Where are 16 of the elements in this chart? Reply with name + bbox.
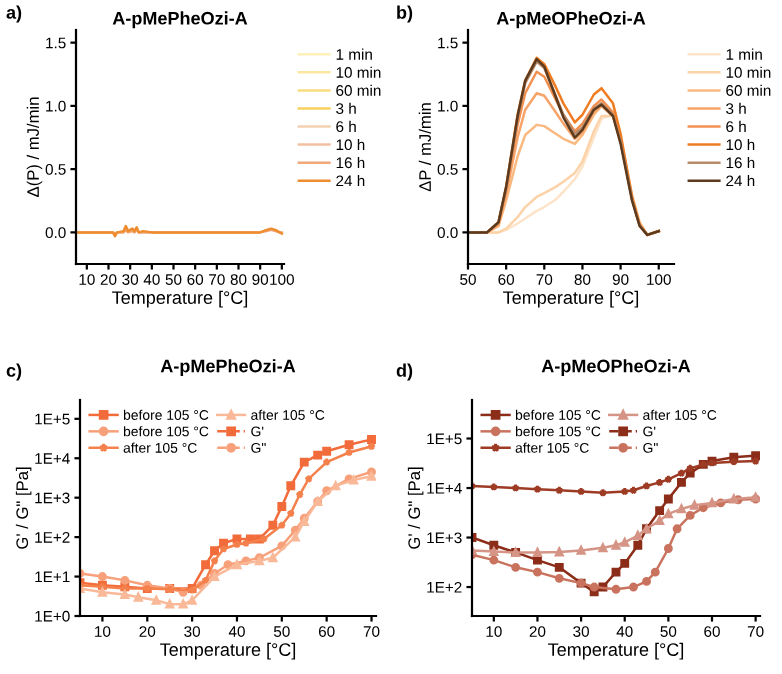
y-axis-title: G' / G" [Pa] [407, 467, 424, 549]
x-axis-title: Temperature [°C] [160, 642, 296, 660]
x-axis-title: Temperature [°C] [112, 290, 248, 308]
chart-title: A-pMePheOzi-A [112, 11, 248, 29]
chart-title: A-pMePheOzi-A [160, 359, 296, 376]
text: b) [397, 5, 413, 23]
text: a) [6, 5, 22, 23]
chart-title: A-pMeOPheOzi-A [496, 11, 646, 29]
x-axis-title: Temperature [°C] [548, 642, 684, 660]
text: c) [6, 363, 22, 381]
chart-title: A-pMeOPheOzi-A [541, 359, 691, 376]
text: d) [396, 363, 413, 381]
y-axis-title: Δ(P) / mJ/min [26, 97, 43, 197]
x-axis-title: Temperature [°C] [503, 290, 639, 308]
y-axis-title: G' / G" [Pa] [15, 467, 32, 549]
y-axis-title: ΔP / mJ/min [418, 103, 431, 192]
